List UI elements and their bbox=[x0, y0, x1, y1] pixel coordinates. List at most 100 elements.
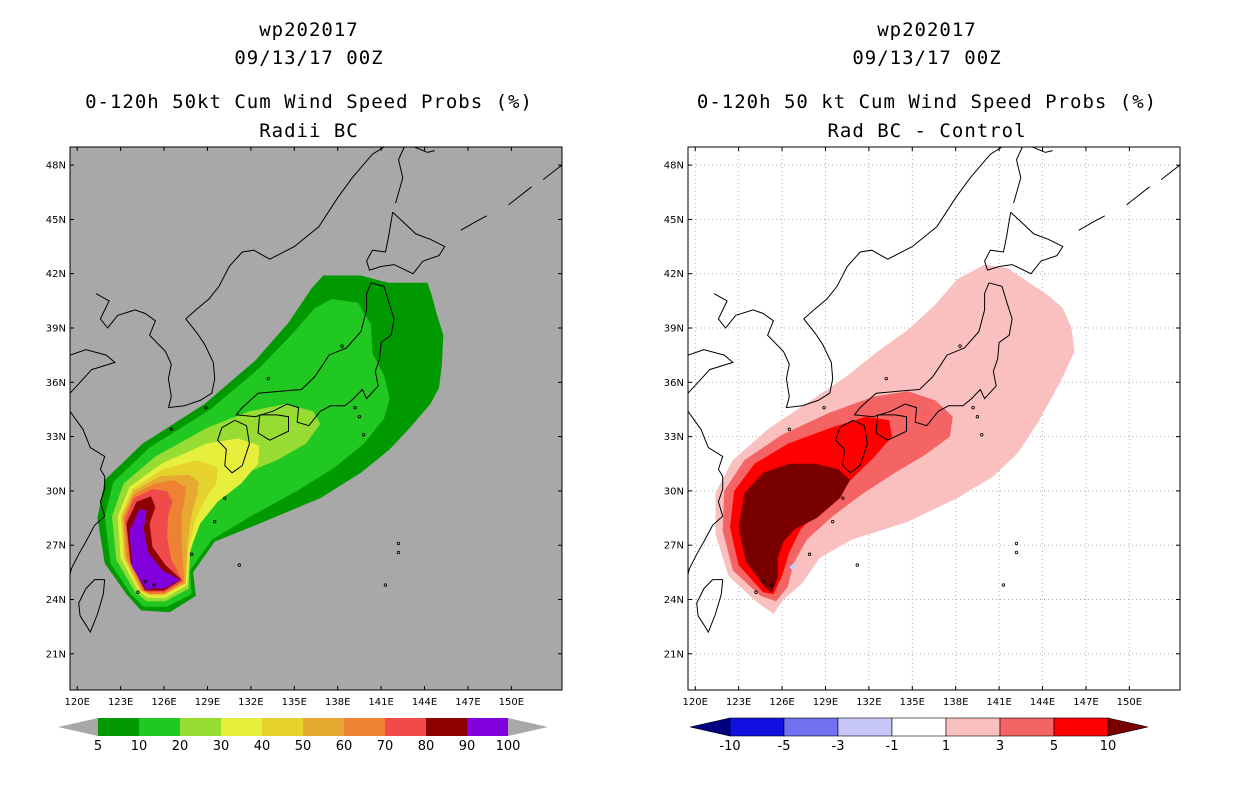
datetime-title: 09/13/17 00Z bbox=[852, 47, 1002, 69]
colorbar-box bbox=[303, 718, 344, 736]
y-tick-label: 42N bbox=[46, 269, 66, 280]
subtitle: Rad BC - Control bbox=[827, 120, 1027, 142]
x-tick-label: 126E bbox=[769, 697, 794, 708]
contour-level-10 bbox=[738, 463, 851, 593]
island bbox=[353, 405, 357, 410]
y-tick-label: 48N bbox=[664, 161, 684, 172]
coastline bbox=[460, 215, 488, 231]
colorbar-label: -10 bbox=[719, 739, 740, 754]
island bbox=[1001, 583, 1006, 587]
island bbox=[383, 583, 388, 587]
x-tick-label: 135E bbox=[282, 697, 307, 708]
colorbar-box bbox=[98, 718, 139, 736]
colorbar-label: 70 bbox=[377, 739, 394, 754]
colorbar-box bbox=[945, 717, 1001, 737]
difference-contours bbox=[715, 264, 1075, 614]
island bbox=[340, 344, 344, 348]
x-tick-label: 141E bbox=[368, 697, 393, 708]
x-tick-label: 150E bbox=[499, 697, 524, 708]
coastline bbox=[835, 419, 868, 474]
y-tick-label: 33N bbox=[46, 432, 66, 443]
island bbox=[1014, 541, 1019, 546]
colorbar: 5 10 20 30 40 50 60 70 80 90 100 bbox=[58, 718, 548, 754]
island bbox=[169, 427, 173, 432]
colorbar-label: 10 bbox=[131, 739, 148, 754]
coastline bbox=[78, 579, 106, 634]
colorbar-label: 5 bbox=[94, 739, 102, 754]
coastline bbox=[783, 147, 1003, 409]
colorbar-label: 20 bbox=[172, 739, 189, 754]
y-tick-label: 33N bbox=[664, 432, 684, 443]
probability-map-left: 120E 123E 126E 129E 132E 135E 138E 141E 144E 147E… bbox=[46, 146, 569, 754]
x-tick-label: 138E bbox=[325, 697, 350, 708]
coastline bbox=[542, 164, 562, 180]
colorbar-box bbox=[221, 718, 262, 736]
x-tick-label: 129E bbox=[813, 697, 838, 708]
storm-id-title: wp202017 bbox=[259, 19, 359, 41]
coastline bbox=[696, 579, 724, 634]
island bbox=[822, 405, 826, 410]
coastline bbox=[508, 186, 532, 206]
x-tick-label: 123E bbox=[108, 697, 133, 708]
island bbox=[237, 563, 242, 567]
island bbox=[855, 563, 860, 567]
y-tick-label: 24N bbox=[664, 595, 684, 606]
product-title: 0-120h 50 kt Cum Wind Speed Probs (%) bbox=[696, 91, 1158, 113]
x-tick-label: 135E bbox=[900, 697, 925, 708]
colorbar-box bbox=[180, 718, 221, 736]
storm-id-title: wp202017 bbox=[877, 19, 977, 41]
island bbox=[396, 541, 401, 546]
coastlines bbox=[688, 147, 1180, 634]
colorbar-label: 100 bbox=[496, 739, 521, 754]
map-frame bbox=[69, 146, 563, 691]
coastline bbox=[70, 349, 116, 394]
axis-ticks: 120E 123E 126E 129E 132E 135E 138E 141E 144E 147E… bbox=[46, 147, 562, 708]
island bbox=[566, 593, 569, 596]
colorbar-box bbox=[891, 717, 947, 737]
probability-map-right: 120E 123E 126E 129E 132E 135E 138E 141E 144E 147E… bbox=[664, 146, 1181, 754]
y-tick-label: 24N bbox=[46, 595, 66, 606]
colorbar-label: 60 bbox=[336, 739, 353, 754]
island bbox=[770, 583, 774, 587]
y-tick-label: 36N bbox=[46, 378, 66, 389]
x-tick-label: 120E bbox=[65, 697, 90, 708]
y-tick-label: 39N bbox=[46, 324, 66, 335]
right-panel: wp202017 09/13/17 00Z 0-120h 50 kt Cum W… bbox=[618, 0, 1236, 800]
island bbox=[841, 496, 845, 500]
island bbox=[807, 552, 812, 556]
island bbox=[266, 376, 270, 381]
map-frame bbox=[687, 146, 1181, 691]
coastline bbox=[235, 282, 395, 427]
island bbox=[362, 433, 366, 437]
colorbar-box bbox=[1053, 717, 1109, 737]
colorbar-box bbox=[262, 718, 303, 736]
y-tick-label: 27N bbox=[664, 541, 684, 552]
y-tick-label: 30N bbox=[664, 486, 684, 497]
coastline bbox=[1013, 147, 1023, 204]
y-tick-label: 48N bbox=[46, 161, 66, 172]
coastline bbox=[217, 419, 250, 474]
colorbar-under-triangle bbox=[689, 717, 731, 737]
x-tick-label: 132E bbox=[856, 697, 881, 708]
island bbox=[831, 519, 835, 524]
island bbox=[152, 583, 156, 587]
coastlines bbox=[70, 147, 569, 634]
subtitle: Radii BC bbox=[259, 120, 359, 142]
colorbar-label: -3 bbox=[832, 739, 845, 754]
y-tick-label: 21N bbox=[664, 649, 684, 660]
island bbox=[189, 552, 194, 556]
colorbar-box bbox=[729, 717, 785, 737]
colorbar-box bbox=[999, 717, 1055, 737]
axis-ticks: 120E 123E 126E 129E 132E 135E 138E 141E 144E 147E… bbox=[664, 147, 1180, 708]
coastline bbox=[70, 411, 106, 575]
island bbox=[754, 590, 758, 594]
island bbox=[143, 579, 147, 584]
colorbar-label: 80 bbox=[418, 739, 435, 754]
island bbox=[223, 496, 227, 500]
x-tick-label: 132E bbox=[238, 697, 263, 708]
coastline bbox=[853, 282, 1013, 427]
coastline bbox=[1160, 164, 1180, 180]
colorbar-box bbox=[385, 718, 426, 736]
colorbar-label: 10 bbox=[1100, 739, 1117, 754]
y-tick-label: 30N bbox=[46, 486, 66, 497]
